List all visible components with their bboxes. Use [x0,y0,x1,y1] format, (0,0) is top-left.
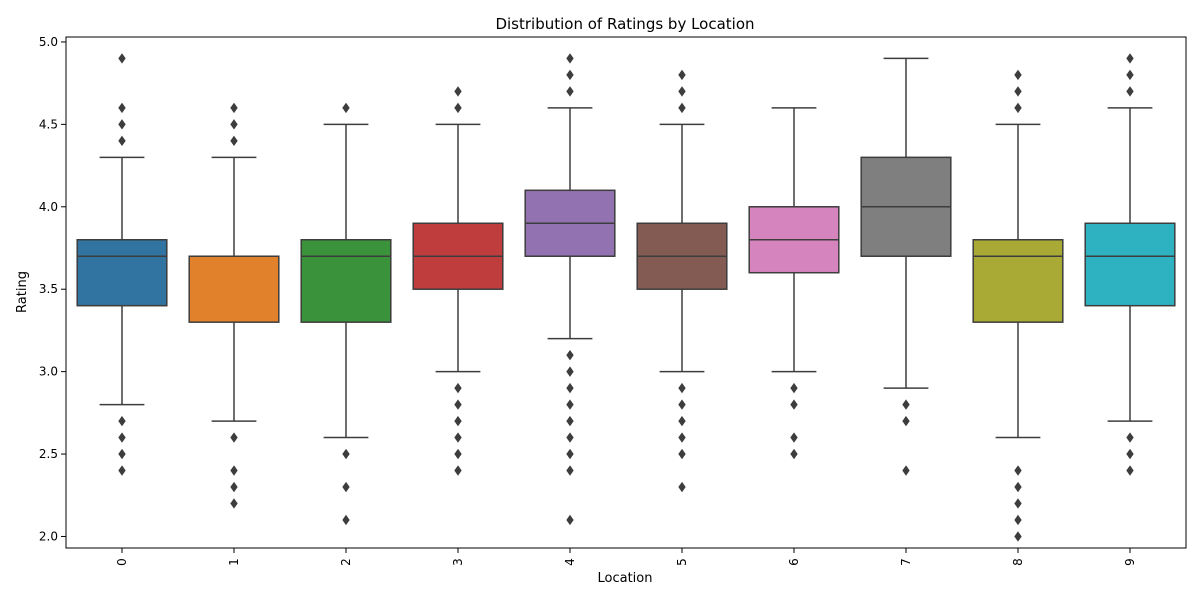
outlier-point [1126,86,1134,97]
outlier-point [230,102,238,114]
y-tick-label: 3.5 [39,282,58,296]
box [76,239,168,307]
outlier-point [678,448,686,460]
y-tick-label: 4.0 [39,200,58,214]
outlier-point [118,448,126,460]
outlier-point [902,399,910,410]
outlier-point [230,432,238,443]
outlier-point [790,432,798,443]
outlier-point [566,465,574,476]
outlier-point [566,382,574,394]
outlier-point [790,399,798,410]
outlier-point [790,382,798,394]
outlier-point [902,415,910,427]
outlier-point [454,102,462,114]
outlier-point [1014,531,1022,542]
outlier-point [118,102,126,114]
outlier-point [678,86,686,97]
outlier-point [566,69,574,81]
outlier-point [1126,432,1134,443]
outlier-point [566,86,574,97]
y-tick-label: 2.0 [39,529,58,543]
y-tick-label: 2.5 [39,447,58,461]
outlier-point [118,432,126,443]
outlier-point [1126,465,1134,476]
x-tick-label: 3 [451,558,465,566]
outlier-point [454,399,462,410]
outlier-point [342,448,350,460]
outlier-point [902,465,910,476]
outlier-point [454,448,462,460]
y-tick-label: 5.0 [39,35,58,49]
x-tick-label: 4 [563,558,577,566]
outlier-point [454,465,462,476]
outlier-point [1014,86,1022,97]
outlier-point [230,465,238,476]
outlier-point [566,349,574,361]
outlier-point [1126,69,1134,81]
outlier-point [118,53,126,64]
outlier-point [118,135,126,147]
outlier-point [1014,102,1022,114]
outlier-point [342,481,350,493]
outlier-point [230,498,238,509]
outlier-point [566,366,574,377]
chart-title: Distribution of Ratings by Location [495,15,754,33]
outlier-point [1126,53,1134,64]
axes-frame [65,36,1187,549]
outlier-point [678,382,686,394]
box [1084,222,1176,307]
outlier-point [566,415,574,427]
outlier-point [454,432,462,443]
y-axis-label: Rating [15,271,30,313]
y-tick-label: 3.0 [39,365,58,379]
plot-area: 2.0 2.5 3.0 3.5 4.0 4.5 5.0 0 1 2 3 4 5 6 7 8 9 [39,35,1187,566]
outlier-point [566,399,574,410]
outlier-point [1014,481,1022,493]
outlier-point [678,415,686,427]
outlier-point [566,53,574,64]
outlier-point [678,102,686,114]
x-axis-label: Location [598,571,653,586]
outlier-point [342,514,350,526]
outlier-point [678,481,686,493]
outlier-point [454,86,462,97]
outlier-point [790,448,798,460]
outlier-point [1014,465,1022,476]
outlier-point [118,465,126,476]
outlier-point [118,119,126,130]
x-tick-label: 7 [899,558,913,566]
x-tick-label: 1 [227,558,241,566]
box [972,239,1064,323]
outlier-point [1014,514,1022,526]
outlier-point [566,448,574,460]
outlier-point [230,481,238,493]
x-tick-label: 9 [1123,558,1137,566]
box [188,255,280,323]
x-tick-label: 5 [675,558,689,566]
outlier-point [454,382,462,394]
x-tick-label: 2 [339,558,353,566]
outlier-point [1126,448,1134,460]
outlier-point [118,415,126,427]
x-tick-label: 8 [1011,558,1025,566]
outlier-point [566,432,574,443]
x-tick-label: 0 [115,558,129,566]
outlier-point [678,399,686,410]
y-tick-label: 4.5 [39,117,58,131]
box [300,239,392,323]
outlier-point [230,135,238,147]
outlier-point [1014,498,1022,509]
outlier-point [230,119,238,130]
outlier-point [678,432,686,443]
outlier-point [454,415,462,427]
x-tick-label: 6 [787,558,801,566]
outlier-point [566,514,574,526]
outlier-point [342,102,350,114]
outlier-point [1014,69,1022,81]
outlier-point [678,69,686,81]
